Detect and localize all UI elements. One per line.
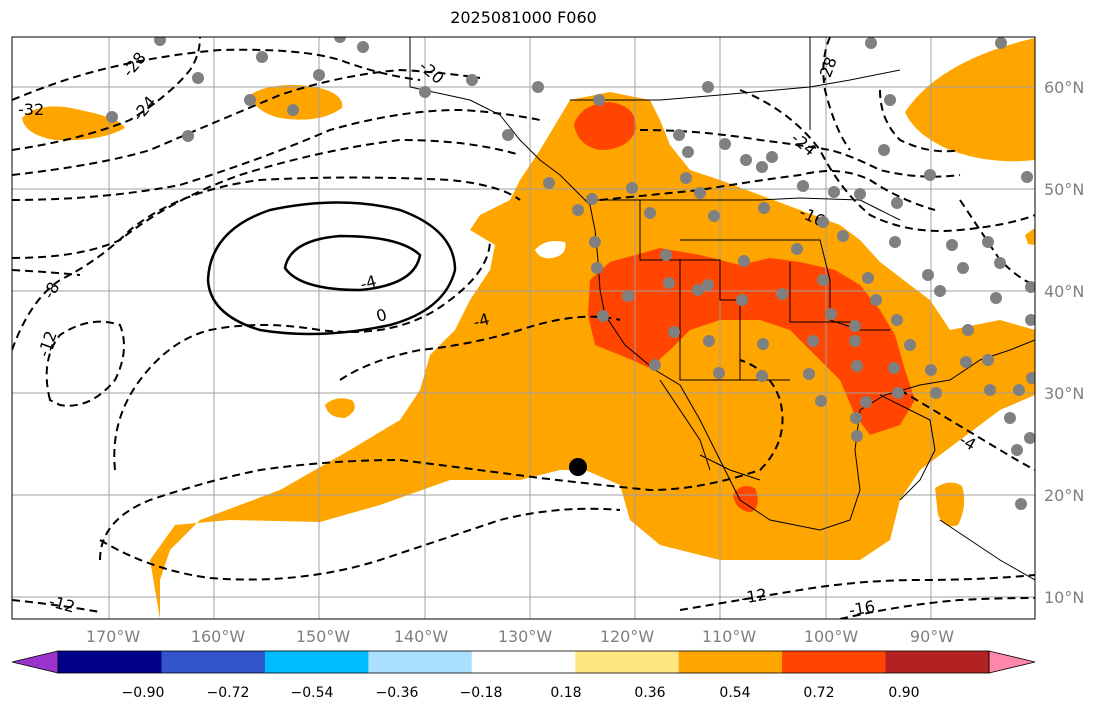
map-title: 2025081000 F060 xyxy=(450,8,597,27)
lat-label: 40°N xyxy=(1044,282,1084,301)
contours-solid xyxy=(206,201,457,336)
contour-label: -12 xyxy=(739,585,768,608)
colorbar-tick-label: 0.90 xyxy=(888,685,919,701)
contour-label: -32 xyxy=(18,100,44,119)
lon-label: 130°W xyxy=(498,627,553,646)
shaded-region-ne-small xyxy=(1025,228,1035,245)
colorbar-segment xyxy=(885,651,990,673)
shaded-region-red-3 xyxy=(733,486,758,512)
colorbar-segment xyxy=(678,651,783,673)
colorbar-tick-labels: −0.90 −0.72 −0.54 −0.36 −0.18 0.18 0.36 … xyxy=(122,685,920,701)
lon-label: 120°W xyxy=(600,627,655,646)
lat-label: 50°N xyxy=(1044,180,1084,199)
colorbar-tick-label: −0.36 xyxy=(376,685,419,701)
contour-label: -16 xyxy=(847,597,876,620)
colorbar-tick-label: −0.90 xyxy=(122,685,165,701)
map-plot-area: -32 -28 -24 -20 -24 -28 -16 -8 -12 -4 0 … xyxy=(12,37,1035,620)
lon-label: 110°W xyxy=(702,627,757,646)
colorbar-tick-label: 0.36 xyxy=(634,685,665,701)
contour-label: 0 xyxy=(374,305,389,326)
shaded-region-nw-1 xyxy=(22,106,125,141)
colorbar-tick-label: 0.18 xyxy=(550,685,581,701)
colorbar-segment xyxy=(782,651,887,673)
highlight-marker xyxy=(569,458,587,476)
station-markers xyxy=(106,37,1035,510)
lat-label: 10°N xyxy=(1044,588,1084,607)
shaded-region-ne xyxy=(905,38,1035,162)
colorbar-segment xyxy=(471,651,576,673)
colorbar-segment xyxy=(575,651,680,673)
colorbar-extend-high xyxy=(988,650,1036,674)
colorbar-tick-label: −0.72 xyxy=(207,685,250,701)
graticule xyxy=(12,37,1035,619)
lon-label: 150°W xyxy=(296,627,351,646)
lat-label: 30°N xyxy=(1044,384,1084,403)
shaded-hole xyxy=(535,241,566,259)
shaded-region-red-1 xyxy=(574,102,637,150)
longitude-labels: 170°W 160°W 150°W 140°W 130°W 120°W 110°… xyxy=(86,627,954,646)
coastlines xyxy=(409,37,1035,581)
contour-label: -4 xyxy=(358,271,378,293)
shaded-region-small xyxy=(325,398,355,418)
lon-label: 160°W xyxy=(191,627,246,646)
shaded-region-caribbean xyxy=(935,482,965,527)
colorbar-segment xyxy=(368,651,473,673)
colorbar-segment xyxy=(58,651,162,673)
colorbar-segment xyxy=(161,651,266,673)
colorbar-tick-label: 0.54 xyxy=(719,685,750,701)
colorbar-tick-label: −0.54 xyxy=(291,685,334,701)
lat-label: 20°N xyxy=(1044,486,1084,505)
colorbar-tick-label: 0.72 xyxy=(803,685,834,701)
lon-label: 170°W xyxy=(86,627,141,646)
colorbar xyxy=(11,650,1036,674)
lon-label: 90°W xyxy=(910,627,954,646)
lat-label: 60°N xyxy=(1044,78,1084,97)
colorbar-tick-label: −0.18 xyxy=(460,685,503,701)
lon-label: 140°W xyxy=(394,627,449,646)
colorbar-extend-low xyxy=(11,650,59,674)
contour-label: -4 xyxy=(471,309,491,331)
colorbar-frame xyxy=(57,650,990,674)
map-frame xyxy=(11,36,1036,620)
shaded-region-main xyxy=(150,92,1035,619)
colorbar-segment xyxy=(264,651,369,673)
contours-dashed xyxy=(12,37,1035,619)
lon-label: 100°W xyxy=(804,627,859,646)
shaded-region-red-2 xyxy=(588,248,915,435)
latitude-labels: 60°N 50°N 40°N 30°N 20°N 10°N xyxy=(1044,78,1084,607)
